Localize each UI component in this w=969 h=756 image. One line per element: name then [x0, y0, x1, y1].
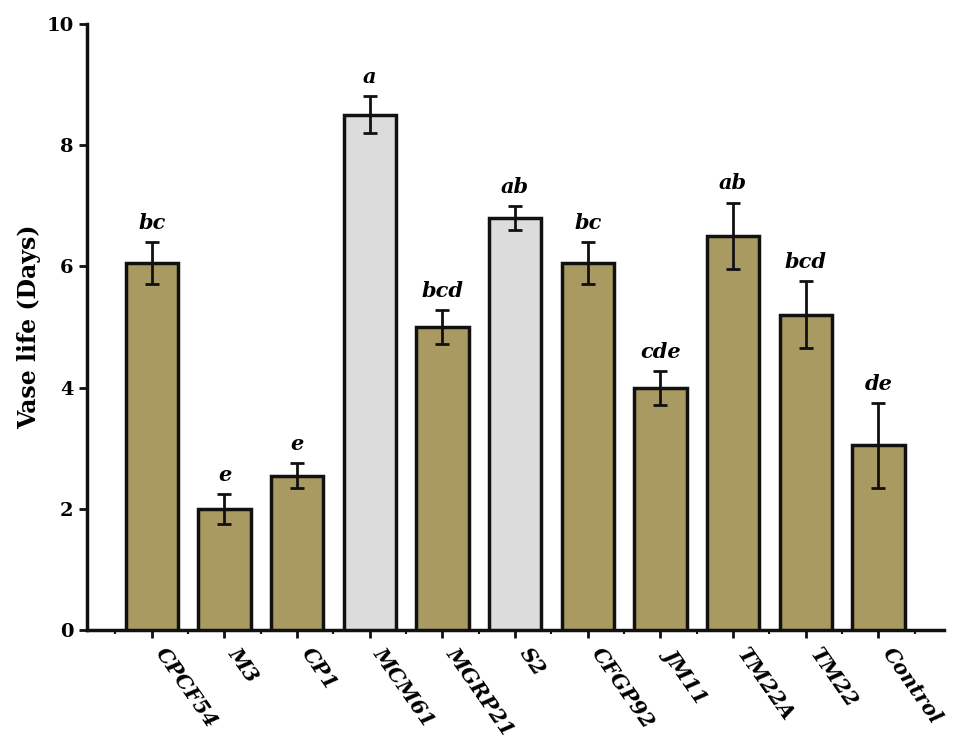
- Bar: [126, 263, 177, 631]
- Text: e: e: [290, 434, 303, 454]
- Text: a: a: [362, 67, 376, 88]
- Bar: [198, 509, 250, 631]
- Bar: [488, 218, 541, 631]
- Text: e: e: [218, 465, 231, 485]
- Text: bc: bc: [138, 213, 166, 233]
- Text: bcd: bcd: [421, 280, 463, 301]
- Text: ab: ab: [501, 177, 529, 197]
- Bar: [634, 388, 686, 631]
- Bar: [852, 445, 904, 631]
- Bar: [416, 327, 468, 631]
- Text: cde: cde: [640, 342, 680, 361]
- Bar: [561, 263, 613, 631]
- Text: de: de: [863, 373, 891, 394]
- Bar: [779, 314, 831, 631]
- Text: bcd: bcd: [784, 253, 826, 272]
- Text: bc: bc: [574, 213, 601, 233]
- Bar: [706, 236, 759, 631]
- Text: ab: ab: [718, 173, 746, 194]
- Y-axis label: Vase life (Days): Vase life (Days): [16, 225, 41, 429]
- Bar: [270, 476, 323, 631]
- Bar: [343, 115, 395, 631]
